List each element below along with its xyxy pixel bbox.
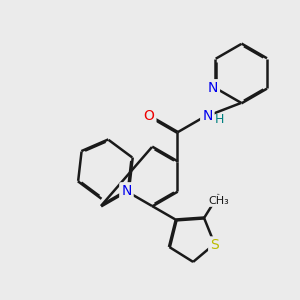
- Text: N: N: [202, 109, 212, 123]
- Text: CH₃: CH₃: [208, 196, 229, 206]
- Text: O: O: [144, 109, 154, 123]
- Text: N: N: [208, 81, 218, 95]
- Text: N: N: [121, 184, 132, 198]
- Text: S: S: [210, 238, 219, 252]
- Text: H: H: [214, 112, 224, 126]
